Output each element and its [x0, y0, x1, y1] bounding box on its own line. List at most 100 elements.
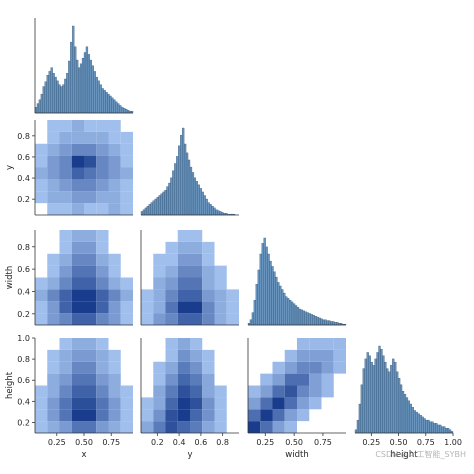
x-tick-label: 0.75	[417, 438, 435, 447]
heat-cell-y_vs_x	[47, 131, 60, 144]
x-tick-label: 0.6	[195, 438, 208, 447]
heat-cell-height_vs_x	[96, 373, 109, 386]
hist-bar-width	[273, 271, 276, 326]
hist-bar-x	[58, 84, 61, 114]
hist-bar-width	[287, 298, 290, 326]
heat-cell-y_vs_x	[84, 143, 97, 156]
heat-cell-width_vs_x	[84, 230, 97, 242]
heat-cell-width_vs_x	[59, 301, 72, 314]
x-tick-label: 0.75	[102, 438, 120, 447]
heat-cell-width_vs_x	[71, 265, 84, 278]
hist-bar-height	[425, 419, 428, 434]
heat-cell-height_vs_x	[47, 373, 60, 386]
heat-cell-y_vs_x	[59, 131, 72, 144]
heat-cell-width_vs_y	[214, 265, 227, 278]
hist-bar-x	[62, 84, 65, 114]
heat-cell-width_vs_x	[96, 265, 109, 278]
heat-cell-height_vs_width	[333, 349, 346, 362]
heat-cell-width_vs_x	[108, 289, 121, 302]
heat-cell-width_vs_x	[35, 313, 48, 326]
hist-bar-width	[324, 319, 327, 326]
hist-bar-height	[405, 397, 409, 434]
x-axis-label-y: y	[187, 450, 192, 460]
y-tick-label: 0.4	[17, 287, 30, 296]
hist-bar-x	[68, 60, 71, 114]
hist-bar-width	[257, 269, 260, 326]
y-axis-label-y: y	[5, 165, 15, 170]
hist-bar-height	[397, 378, 401, 434]
heat-cell-height_vs_y	[190, 421, 203, 434]
heat-cell-height_vs_x	[71, 397, 84, 410]
heat-cell-height_vs_width	[284, 409, 297, 422]
hist-bar-height	[376, 352, 379, 434]
hist-bar-y	[217, 210, 220, 216]
hist-bar-height	[417, 413, 420, 434]
heat-cell-width_vs_x	[84, 289, 97, 302]
heat-cell-y_vs_x	[96, 179, 109, 192]
hist-bar-height	[378, 345, 381, 434]
heat-cell-y_vs_x	[47, 120, 60, 132]
hist-bar-x	[119, 105, 122, 114]
heat-cell-height_vs_x	[108, 361, 121, 374]
hist-bar-x	[42, 86, 45, 114]
x-axis-label-height: height	[390, 450, 418, 460]
hist-bar-x	[91, 65, 94, 114]
heat-cell-width_vs_y	[141, 301, 154, 314]
hist-bar-y	[140, 211, 144, 216]
hist-bar-y	[199, 188, 202, 216]
hist-bar-x	[54, 76, 57, 114]
hist-bar-x	[64, 78, 67, 114]
heat-cell-y_vs_x	[96, 167, 109, 180]
heat-cell-y_vs_x	[108, 203, 121, 216]
heat-cell-height_vs_x	[108, 373, 121, 386]
hist-bar-x	[83, 52, 87, 114]
heat-cell-width_vs_x	[108, 313, 121, 326]
hist-bar-height	[419, 415, 422, 434]
hist-bar-height	[443, 426, 446, 434]
heat-cell-height_vs_y	[153, 409, 166, 422]
hist-bar-width	[302, 310, 305, 326]
hist-bar-width	[263, 237, 266, 326]
hist-bar-y	[156, 197, 159, 216]
hist-bar-width	[306, 312, 309, 326]
hist-bar-x	[77, 67, 81, 114]
heat-cell-height_vs_y	[165, 338, 178, 350]
heat-cell-y_vs_x	[84, 120, 97, 132]
heat-cell-y_vs_x	[120, 191, 133, 204]
hist-bar-width	[290, 301, 294, 326]
heat-cell-height_vs_x	[71, 421, 84, 434]
heat-cell-width_vs_x	[96, 253, 109, 266]
heat-cell-height_vs_y	[165, 409, 178, 422]
heat-cell-width_vs_y	[190, 277, 203, 290]
hist-bar-y	[152, 200, 155, 216]
hist-bar-x	[66, 73, 69, 114]
heat-cell-width_vs_x	[84, 313, 97, 326]
hist-bar-height	[360, 384, 363, 434]
hist-bar-height	[362, 368, 365, 434]
heat-cell-height_vs_y	[214, 421, 227, 434]
hist-bar-height	[390, 365, 393, 434]
hist-bar-x	[126, 110, 130, 114]
heat-cell-width_vs_y	[190, 289, 203, 302]
heat-cell-height_vs_y	[165, 397, 178, 410]
hist-bar-width	[308, 313, 311, 326]
heat-cell-height_vs_x	[84, 349, 97, 362]
heat-cell-height_vs_width	[260, 397, 273, 410]
hist-bar-width	[304, 311, 307, 326]
hist-bar-width	[277, 282, 280, 326]
hist-bar-height	[384, 361, 387, 434]
heat-cell-height_vs_width	[297, 385, 310, 398]
hist-bar-width	[314, 315, 317, 326]
heat-cell-width_vs_x	[108, 277, 121, 290]
heat-cell-height_vs_y	[165, 349, 178, 362]
heat-cell-height_vs_width	[248, 385, 261, 398]
heat-cell-width_vs_x	[71, 277, 84, 290]
hist-bar-x	[89, 59, 92, 114]
heat-cell-y_vs_x	[120, 179, 133, 192]
hist-bar-x	[97, 80, 100, 114]
x-tick-label: 0.2	[151, 438, 164, 447]
hist-bar-y	[211, 205, 214, 216]
hist-bar-height	[411, 407, 414, 434]
heat-cell-height_vs_width	[260, 385, 273, 398]
hist-bar-x	[40, 93, 43, 114]
